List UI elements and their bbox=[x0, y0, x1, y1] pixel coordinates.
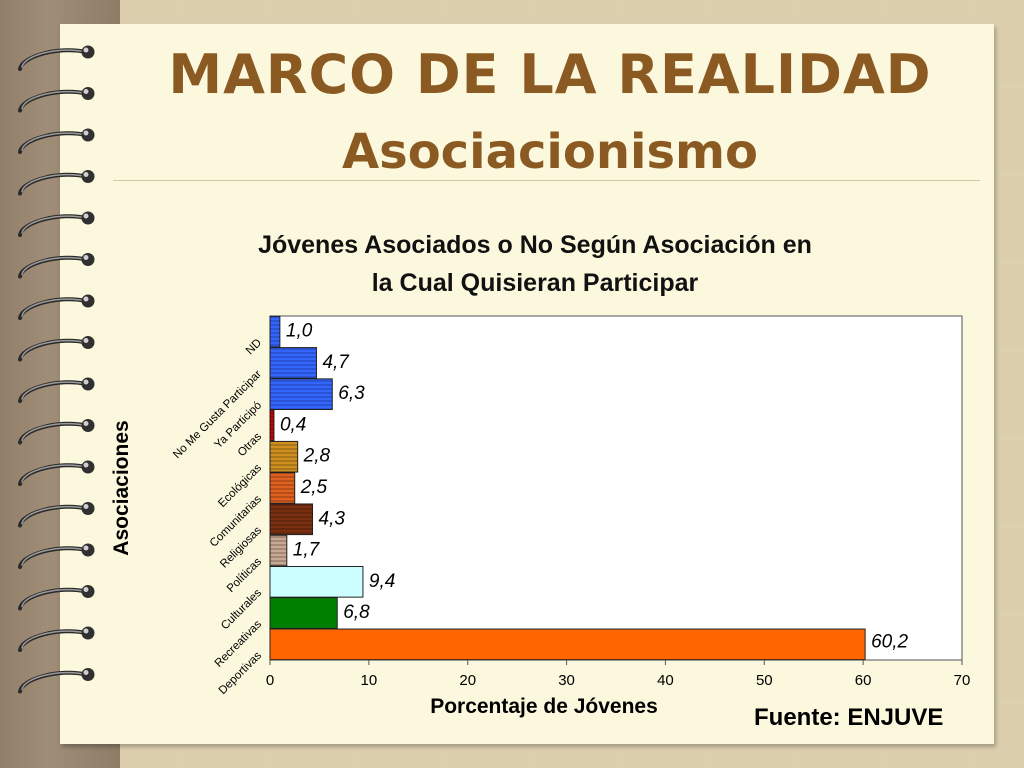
spiral-ring bbox=[18, 211, 95, 237]
x-axis-label: Porcentaje de Jóvenes bbox=[430, 695, 658, 718]
bar-shading bbox=[270, 347, 317, 379]
spiral-ring bbox=[18, 460, 95, 486]
data-label: 2,8 bbox=[303, 446, 331, 467]
x-tick-label: 60 bbox=[855, 672, 872, 689]
spiral-ring bbox=[18, 294, 95, 320]
x-tick-label: 0 bbox=[266, 672, 274, 689]
bar-shading bbox=[270, 316, 280, 347]
x-tick-label: 70 bbox=[954, 672, 971, 689]
bar bbox=[269, 565, 364, 598]
data-label: 4,3 bbox=[319, 508, 346, 529]
source-note: Fuente: ENJUVE bbox=[754, 704, 944, 731]
y-axis-label: Asociaciones bbox=[110, 420, 133, 555]
spiral-ring bbox=[18, 543, 95, 569]
spiral-ring bbox=[18, 377, 95, 403]
bar-shading bbox=[270, 441, 298, 473]
spiral-ring bbox=[18, 253, 95, 279]
chart-title: Jóvenes Asociados o No Según Asociación … bbox=[160, 226, 910, 302]
x-tick-label: 10 bbox=[361, 672, 378, 689]
data-label: 2,5 bbox=[300, 477, 328, 498]
category-label: Otras bbox=[236, 431, 265, 460]
spiral-ring bbox=[18, 626, 95, 652]
x-tick-label: 30 bbox=[558, 672, 575, 689]
chart-title-line-1: Jóvenes Asociados o No Según Asociación … bbox=[258, 231, 812, 259]
data-label: 1,7 bbox=[293, 540, 321, 561]
x-tick-label: 50 bbox=[756, 672, 773, 689]
data-label: 9,4 bbox=[369, 571, 395, 592]
data-label: 4,7 bbox=[322, 352, 350, 373]
bar-shading bbox=[270, 410, 274, 441]
plot-area bbox=[269, 315, 963, 661]
bar bbox=[269, 628, 866, 661]
spiral-ring bbox=[18, 128, 95, 154]
bar-shading bbox=[270, 378, 333, 410]
data-label: 60,2 bbox=[871, 631, 908, 652]
x-tick-label: 40 bbox=[657, 672, 674, 689]
slide-subtitle: Asociacionismo bbox=[341, 124, 759, 180]
bar-shading bbox=[270, 535, 287, 566]
bar-shading bbox=[270, 503, 313, 535]
spiral-ring bbox=[18, 585, 95, 611]
data-label: 1,0 bbox=[286, 321, 313, 342]
spiral-ring bbox=[18, 45, 95, 71]
data-label: 6,8 bbox=[343, 602, 370, 623]
bar-shading bbox=[270, 472, 295, 504]
spiral-ring bbox=[18, 336, 95, 362]
bar bbox=[269, 597, 338, 629]
spiral-ring bbox=[18, 502, 95, 528]
chart-title-line-2: la Cual Quisieran Participar bbox=[371, 269, 699, 297]
spiral-ring bbox=[18, 170, 95, 196]
spiral-ring bbox=[18, 668, 95, 694]
data-label: 6,3 bbox=[338, 383, 365, 404]
spiral-ring bbox=[18, 87, 95, 113]
slide-title: MARCO DE LA REALIDAD bbox=[168, 43, 932, 106]
spiral-ring bbox=[18, 419, 95, 445]
spiral-binding bbox=[18, 45, 95, 694]
category-label: ND bbox=[244, 337, 264, 357]
data-label: 0,4 bbox=[280, 414, 306, 435]
title-divider bbox=[113, 180, 980, 181]
x-tick-label: 20 bbox=[459, 672, 476, 689]
